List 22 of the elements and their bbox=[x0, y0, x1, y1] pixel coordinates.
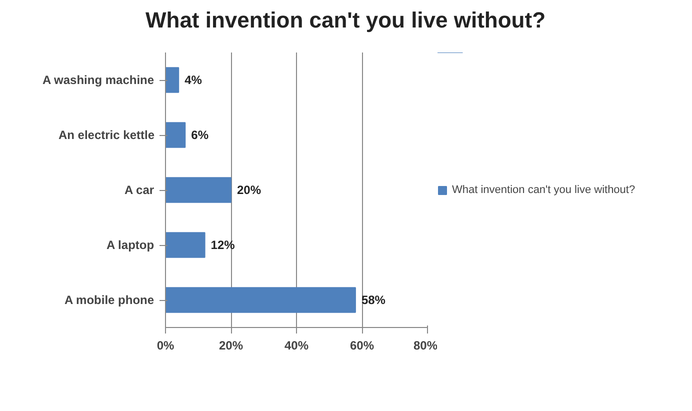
x-tick-label: 80% bbox=[413, 338, 438, 352]
data-label: 4% bbox=[184, 73, 202, 87]
data-label: 6% bbox=[191, 128, 209, 142]
legend-label: What invention can't you live without? bbox=[452, 184, 636, 196]
y-tick-label: A mobile phone bbox=[64, 293, 154, 307]
x-tick-label: 40% bbox=[284, 338, 309, 352]
y-tick-label: A laptop bbox=[106, 238, 154, 252]
y-tick-label: A washing machine bbox=[42, 73, 154, 87]
data-label: 12% bbox=[210, 238, 236, 252]
y-tick-label: A car bbox=[124, 183, 154, 197]
bar bbox=[166, 287, 356, 313]
data-label: 58% bbox=[361, 293, 386, 307]
bar bbox=[166, 232, 206, 258]
x-tick-label: 60% bbox=[350, 338, 374, 352]
y-tick-label: An electric kettle bbox=[58, 128, 155, 142]
x-tick-label: 0% bbox=[156, 338, 174, 352]
x-tick-label: 20% bbox=[218, 338, 244, 352]
bar bbox=[166, 67, 180, 93]
chart-title: What invention can't you live without? bbox=[145, 8, 546, 32]
bar bbox=[166, 122, 186, 148]
data-label: 20% bbox=[237, 183, 262, 197]
bar bbox=[166, 177, 232, 203]
